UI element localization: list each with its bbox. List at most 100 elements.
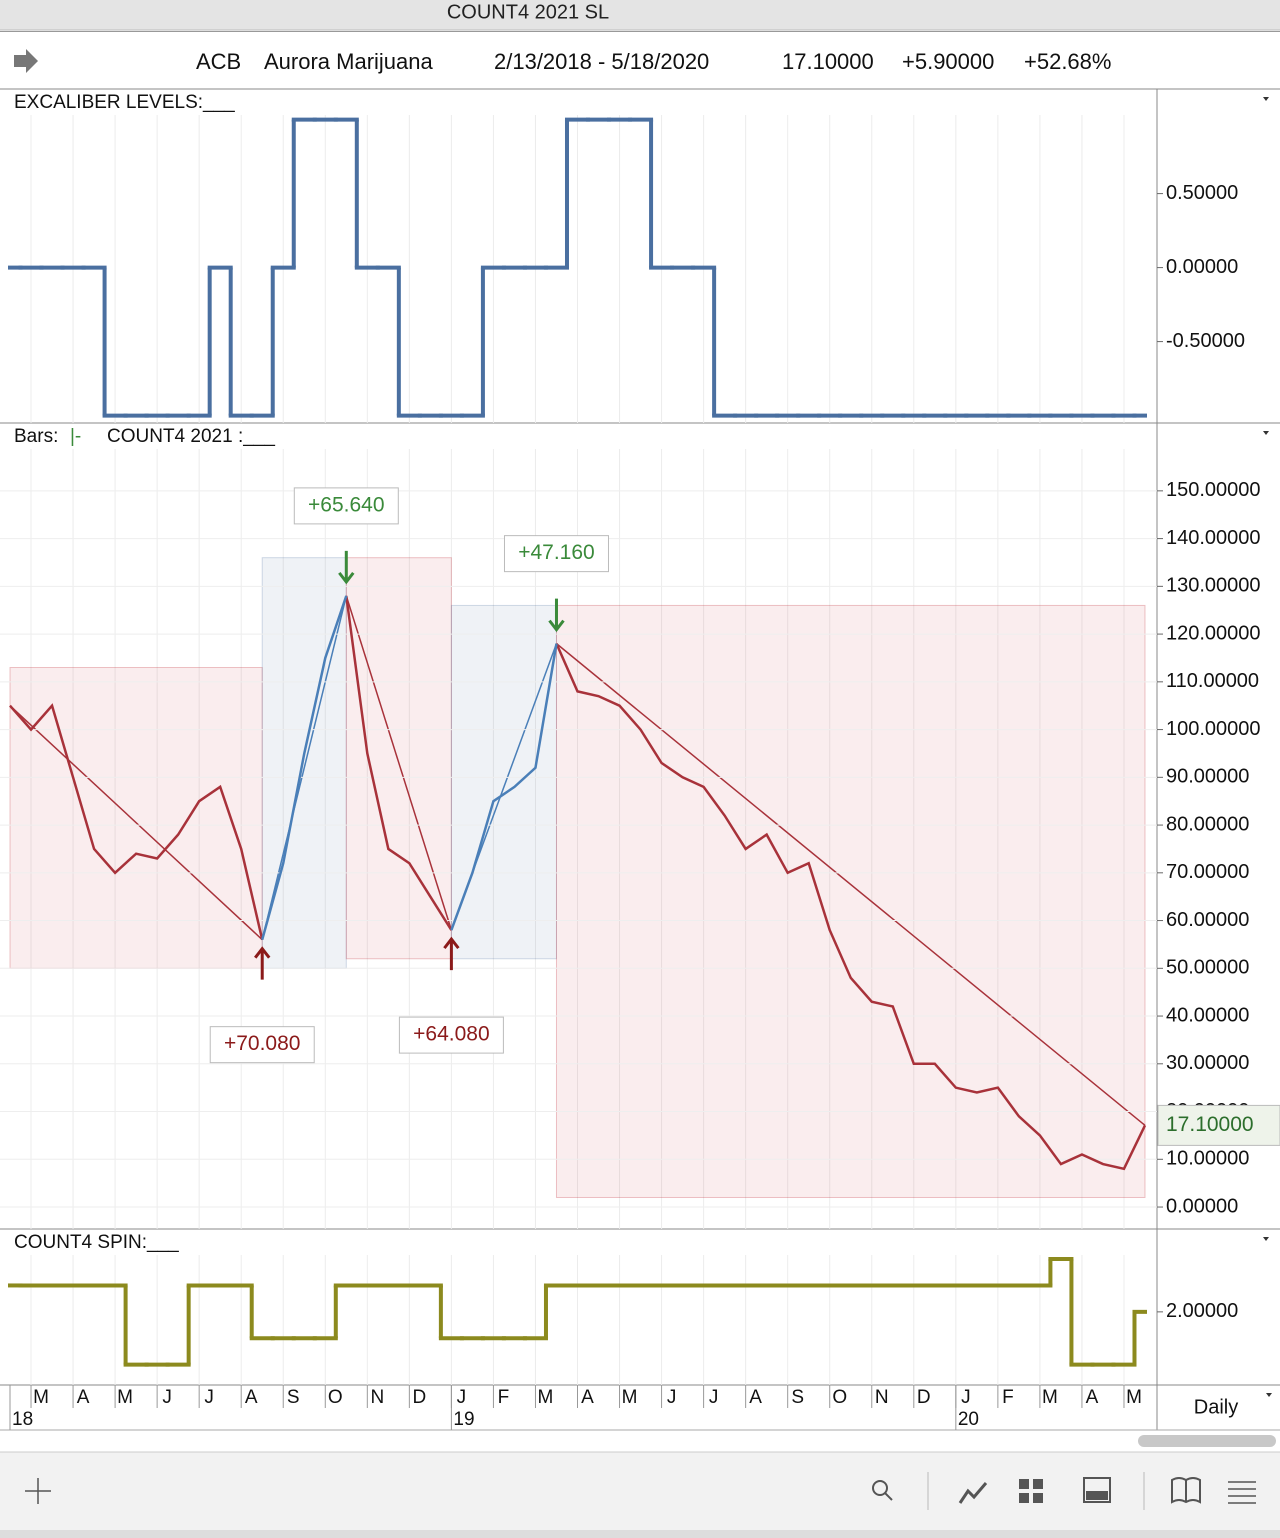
pivot-arrow [443, 936, 460, 971]
pivot-arrow [254, 946, 271, 980]
x-tick-label: A [77, 1387, 90, 1408]
price-change: +5.90000 [902, 49, 994, 74]
x-tick-label: A [749, 1387, 762, 1408]
x-tick-label: A [581, 1387, 594, 1408]
x-tick-label: M [117, 1387, 133, 1408]
annotation-box [293, 487, 399, 525]
y-tick-label: 10.00000 [1166, 1148, 1249, 1170]
title-bar [0, 0, 1280, 30]
add-button[interactable] [25, 1478, 51, 1504]
swing-box [261, 557, 347, 969]
swing-box [345, 557, 452, 960]
percent-change: +52.68% [1024, 49, 1111, 74]
panel-title: EXCALIBER LEVELS:___ [14, 92, 235, 113]
layout-button[interactable] [1083, 1477, 1111, 1503]
x-tick-label: N [370, 1387, 384, 1408]
swing-box [9, 667, 263, 969]
y-tick-label: 150.00000 [1166, 479, 1261, 501]
x-tick-label: J [162, 1387, 172, 1408]
swing-box [450, 604, 557, 960]
x-tick-label: N [875, 1387, 889, 1408]
x-tick-label: J [709, 1387, 719, 1408]
y-tick-label: 30.00000 [1166, 1052, 1249, 1074]
year-label: 19 [453, 1409, 474, 1430]
annotation-box [209, 1026, 315, 1064]
book-button[interactable] [1171, 1477, 1201, 1504]
last-price: 17.10000 [782, 49, 874, 74]
trend-line [261, 595, 348, 940]
x-tick-label: A [245, 1387, 258, 1408]
symbol: ACB [196, 49, 241, 74]
x-tick-label: D [917, 1387, 931, 1408]
date-range: 2/13/2018 - 5/18/2020 [494, 49, 709, 74]
y-tick-label: 120.00000 [1166, 622, 1261, 644]
y-tick-label: -0.50000 [1166, 330, 1245, 352]
x-tick-label: S [287, 1387, 300, 1408]
price-line [261, 595, 558, 940]
search-button[interactable] [872, 1480, 888, 1496]
x-tick-label: M [622, 1387, 638, 1408]
x-tick-label: F [498, 1387, 510, 1408]
x-tick-label: M [538, 1387, 554, 1408]
annotation-label: +65.640 [308, 493, 385, 516]
chart-style-button[interactable] [958, 1482, 988, 1504]
y-tick-label: 0.00000 [1166, 1195, 1238, 1217]
x-tick-label: A [1086, 1387, 1099, 1408]
y-tick-label: 80.00000 [1166, 813, 1249, 835]
last-value-box [1157, 1104, 1280, 1146]
annotation-box [503, 535, 609, 573]
y-tick-label: 60.00000 [1166, 909, 1249, 931]
y-tick-label: 50.00000 [1166, 957, 1249, 979]
scrollbar[interactable] [1138, 1435, 1276, 1447]
panel-title: COUNT4 2021 :___ [107, 426, 275, 447]
pivot-arrow [338, 550, 355, 585]
bars-label: Bars: [14, 426, 58, 447]
y-tick-label: 130.00000 [1166, 575, 1261, 597]
y-tick-label: 2.00000 [1166, 1300, 1238, 1322]
y-tick-label: 140.00000 [1166, 527, 1261, 549]
company-name: Aurora Marijuana [264, 49, 434, 74]
x-tick-label: J [457, 1387, 467, 1408]
x-tick-label: J [961, 1387, 971, 1408]
x-tick-label: S [791, 1387, 804, 1408]
y-tick-label: 110.00000 [1166, 670, 1259, 692]
x-tick-label: M [1042, 1387, 1058, 1408]
nav-arrow[interactable] [14, 49, 38, 73]
grid-button[interactable] [1019, 1479, 1043, 1503]
trend-line [9, 705, 263, 941]
annotation-box [398, 1016, 504, 1054]
last-value-label: 17.10000 [1166, 1113, 1254, 1136]
x-tick-label: M [1126, 1387, 1142, 1408]
bars-symbol: |- [70, 426, 81, 447]
y-tick-label: 0.00000 [1166, 256, 1238, 278]
y-tick-label: 100.00000 [1166, 718, 1261, 740]
swing-box [555, 604, 1146, 1198]
annotation-label: +70.080 [224, 1032, 301, 1055]
panel-title: COUNT4 SPIN:___ [14, 1232, 179, 1253]
window-title: COUNT4 2021 SL [447, 1, 609, 23]
annotation-label: +47.160 [518, 541, 595, 564]
x-tick-label: F [1002, 1387, 1014, 1408]
price-line [9, 595, 1147, 1171]
y-tick-label: 40.00000 [1166, 1004, 1249, 1026]
pivot-arrow [548, 598, 565, 633]
x-tick-label: J [667, 1387, 677, 1408]
x-tick-label: O [832, 1387, 847, 1408]
trend-line [556, 643, 1146, 1126]
y-tick-label: 0.50000 [1166, 182, 1238, 204]
trend-line [345, 595, 453, 931]
x-tick-label: D [412, 1387, 426, 1408]
annotation-label: +64.080 [413, 1023, 490, 1046]
period-selector[interactable]: Daily [1194, 1396, 1238, 1418]
y-tick-label: 70.00000 [1166, 861, 1249, 883]
x-tick-label: M [33, 1387, 49, 1408]
menu-button[interactable] [1228, 1481, 1256, 1504]
y-tick-label: 90.00000 [1166, 766, 1249, 788]
x-tick-label: O [328, 1387, 343, 1408]
toolbar [0, 1452, 1280, 1538]
year-label: 20 [958, 1409, 979, 1430]
year-label: 18 [12, 1409, 33, 1430]
x-tick-label: J [204, 1387, 214, 1408]
